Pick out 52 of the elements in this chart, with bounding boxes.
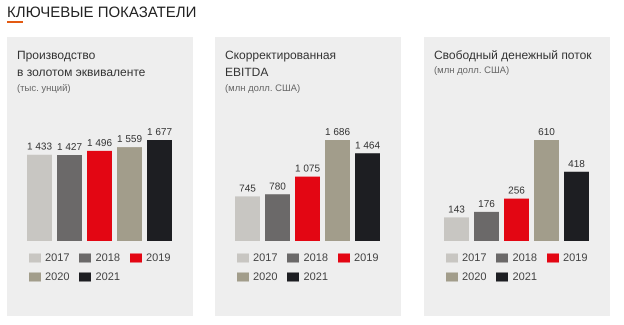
data-label: 1 677 <box>146 127 172 138</box>
bar <box>444 217 469 241</box>
legend-label: 2018 <box>95 252 120 264</box>
bar <box>27 154 52 241</box>
legend-label: 2021 <box>95 271 120 283</box>
data-label: 256 <box>508 186 526 197</box>
chart-title: Скорректированная EBITDA <box>225 47 336 81</box>
bar <box>147 140 172 241</box>
bar <box>87 150 112 241</box>
legend-label: 2019 <box>354 252 378 264</box>
chart-title: Производство в золотом эквиваленте <box>17 47 146 81</box>
data-label: 1 464 <box>354 140 380 152</box>
bar <box>534 140 559 241</box>
text: КЛЮЧЕВЫЕ ПОКАЗАТЕЛИ <box>7 4 196 21</box>
legend-label: 2020 <box>462 271 486 283</box>
data-label: 143 <box>448 204 466 216</box>
legend-label: 2021 <box>303 271 328 283</box>
legend-label: 2021 <box>512 271 537 283</box>
legend-label: 2019 <box>562 252 588 264</box>
data-label: 176 <box>478 198 496 210</box>
bar <box>474 212 499 241</box>
data-label: 610 <box>538 127 556 138</box>
bar <box>564 172 589 241</box>
legend-label: 2018 <box>512 252 537 264</box>
legend-label: 2020 <box>45 271 70 283</box>
data-label: 418 <box>568 158 586 170</box>
bar <box>295 176 320 241</box>
bar <box>265 194 290 241</box>
legend-label: 2017 <box>45 252 70 264</box>
data-label: 1 686 <box>324 127 350 138</box>
data-label: 1 427 <box>56 142 82 154</box>
data-label: 1 496 <box>86 138 112 149</box>
bar <box>325 140 350 241</box>
data-label: 1 075 <box>294 164 320 175</box>
data-label: 1 559 <box>116 134 142 146</box>
legend-label: 2019 <box>146 252 170 264</box>
chart-title: Свободный денежный поток <box>434 47 592 64</box>
chart-subtitle: (млн долл. США) <box>225 83 300 94</box>
bar <box>57 155 82 241</box>
chart-subtitle: (млн долл. США) <box>434 65 510 76</box>
legend-label: 2018 <box>303 252 328 264</box>
data-label: 1 433 <box>26 142 52 153</box>
legend-label: 2017 <box>462 252 486 264</box>
legend-label: 2017 <box>253 252 278 264</box>
data-label: 780 <box>269 181 286 192</box>
bar <box>355 153 380 241</box>
data-label: 745 <box>239 183 256 194</box>
bar <box>117 147 142 241</box>
bar <box>504 198 529 241</box>
legend-label: 2020 <box>253 271 278 283</box>
bar <box>235 196 260 241</box>
chart-subtitle: (тыс. унций) <box>17 83 71 94</box>
